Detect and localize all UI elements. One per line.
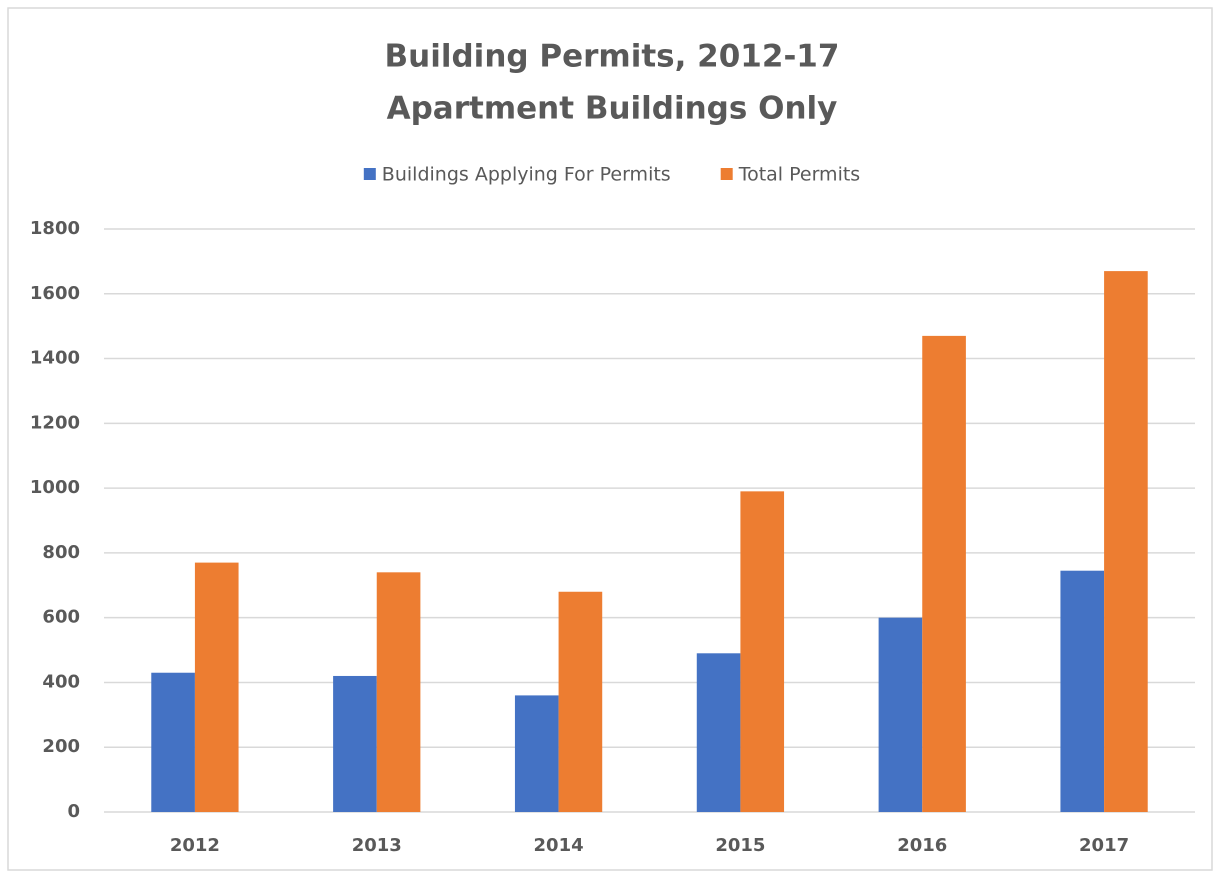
bar xyxy=(696,653,741,812)
y-tick-label: 1800 xyxy=(30,218,80,239)
x-tick-label: 2016 xyxy=(897,835,947,856)
bar xyxy=(376,572,421,812)
bar xyxy=(194,562,239,812)
bar xyxy=(1104,271,1148,812)
y-tick-label: 800 xyxy=(42,542,80,563)
y-tick-label: 1600 xyxy=(30,283,80,304)
bar xyxy=(878,617,923,812)
y-tick-label: 200 xyxy=(42,736,80,757)
bar xyxy=(740,491,785,812)
legend-swatch xyxy=(720,168,733,180)
bar xyxy=(1060,570,1105,812)
y-tick-label: 0 xyxy=(67,801,80,822)
bar xyxy=(558,591,603,812)
y-tick-label: 1000 xyxy=(30,477,80,498)
x-tick-label: 2012 xyxy=(170,835,220,856)
y-tick-label: 400 xyxy=(42,671,80,692)
y-tick-label: 1200 xyxy=(30,412,80,433)
x-tick-label: 2013 xyxy=(352,835,402,856)
x-tick-label: 2015 xyxy=(715,835,765,856)
y-tick-label: 600 xyxy=(42,607,80,628)
x-tick-label: 2017 xyxy=(1079,835,1129,856)
bar xyxy=(922,335,966,812)
y-tick-label: 1400 xyxy=(30,348,80,369)
bar xyxy=(151,672,195,812)
legend-label: Total Permits xyxy=(738,164,861,186)
chart-title: Building Permits, 2012-17 xyxy=(385,39,840,75)
legend-label: Buildings Applying For Permits xyxy=(382,164,671,186)
bar xyxy=(514,695,559,812)
x-tick-label: 2014 xyxy=(534,835,584,856)
legend-swatch xyxy=(363,168,376,180)
chart-subtitle: Apartment Buildings Only xyxy=(387,91,838,127)
bar xyxy=(333,675,377,812)
legend: Buildings Applying For Permits Total Perm… xyxy=(363,164,861,186)
